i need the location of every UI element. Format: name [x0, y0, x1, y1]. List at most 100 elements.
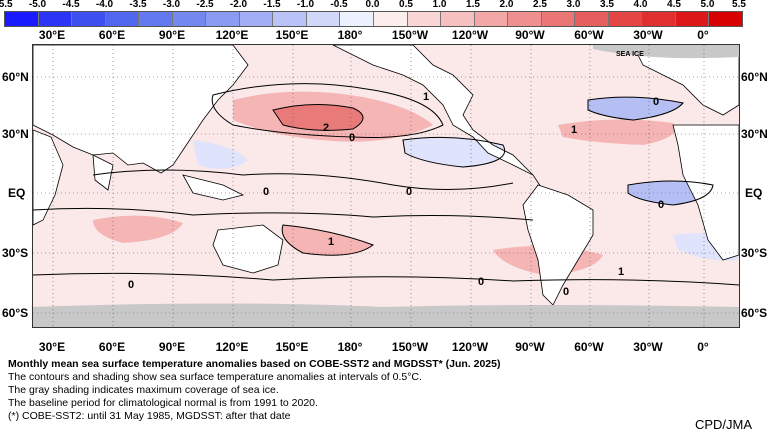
scale-tick: 2.0 — [499, 0, 514, 10]
contour-line — [627, 180, 714, 206]
contour-label: 0 — [406, 186, 412, 198]
warm-patch-north-atlantic — [558, 119, 675, 145]
longitude-axis-bottom: 30°E 60°E 90°E 120°E 150°E 180° 150°W 12… — [0, 340, 774, 356]
lon-label: 0° — [697, 340, 709, 354]
lon-label: 30°W — [633, 28, 663, 42]
color-scale-cell — [72, 12, 106, 26]
color-scale-cell — [206, 12, 240, 26]
contour-label: 1 — [618, 266, 624, 278]
longitude-axis-top: 30°E 60°E 90°E 120°E 150°E 180° 150°W 12… — [0, 28, 774, 44]
landmass-europe — [632, 45, 739, 116]
scale-tick: -2.5 — [196, 0, 214, 10]
landmasses — [33, 45, 739, 306]
lon-label: 90°W — [515, 340, 545, 354]
landmass-australia — [212, 224, 284, 274]
warm-patch-south-pacific — [282, 225, 373, 256]
color-scale-cell — [608, 12, 643, 26]
lon-label: 90°E — [158, 340, 186, 354]
landmass-south-america — [522, 184, 594, 306]
figure-caption: Monthly mean sea surface temperature ano… — [8, 358, 748, 423]
caption-line: The gray shading indicates maximum cover… — [8, 384, 279, 396]
lon-label: 180° — [337, 28, 363, 42]
lat-label: 60°N — [741, 70, 768, 84]
color-scale-cell — [709, 12, 743, 26]
sea-ice-label: SEA ICE — [616, 51, 644, 58]
scale-tick: -4.0 — [95, 0, 114, 10]
lat-label: 30°N — [741, 127, 768, 141]
lon-label: 60°E — [98, 28, 126, 42]
scale-tick: 3.0 — [566, 0, 581, 10]
lon-label: 60°W — [574, 28, 604, 42]
scale-tick: -0.5 — [330, 0, 348, 10]
scale-tick: -1.0 — [296, 0, 315, 10]
contour-line — [281, 224, 375, 256]
contour-label: 0 — [563, 286, 569, 298]
caption-line: The baseline period for climatological n… — [8, 397, 318, 409]
landmass-eurasia — [33, 45, 249, 174]
contour-label: 0 — [263, 186, 269, 198]
lon-label: 150°E — [275, 340, 309, 354]
contour-label: 0 — [349, 132, 355, 144]
sst-anomaly-map: 2 1 0 1 0 0 1 0 0 0 1 0 0 SEA ICE — [32, 44, 740, 328]
lat-label: 60°N — [2, 70, 29, 84]
lon-label: 30°W — [633, 340, 663, 354]
color-scale-cell — [38, 12, 73, 26]
credit-label: CPD/JMA — [694, 417, 752, 432]
color-scale-cell — [575, 12, 609, 26]
caption-title: Monthly mean sea surface temperature ano… — [8, 358, 501, 370]
scale-tick: -2.0 — [229, 0, 248, 10]
lon-label: 150°W — [391, 28, 429, 42]
color-scale-cell — [5, 12, 39, 26]
contour-label: 1 — [423, 91, 429, 103]
contour-line — [272, 103, 364, 131]
map-canvas: 2 1 0 1 0 0 1 0 0 0 1 0 0 SEA ICE — [33, 45, 739, 327]
contour-label: 0 — [128, 279, 134, 291]
sea-ice-north — [593, 45, 739, 59]
color-scale-cell — [306, 12, 341, 26]
contour-label: 1 — [571, 124, 577, 136]
color-scale-cell — [441, 12, 475, 26]
scale-tick: 5.0 — [700, 0, 715, 10]
lon-label: 90°W — [515, 28, 545, 42]
color-scale-cell — [474, 12, 509, 26]
cool-patch-east-pacific — [403, 137, 505, 167]
color-scale-cell — [407, 12, 442, 26]
landmass-africa-west — [672, 124, 739, 261]
color-scale-cell — [172, 12, 207, 26]
lat-label: 60°S — [741, 306, 768, 320]
scale-tick: 1.5 — [466, 0, 480, 10]
color-scale-cell — [642, 12, 676, 26]
lon-label: 150°W — [391, 340, 429, 354]
scale-tick: 2.5 — [533, 0, 547, 10]
color-scale-cell — [541, 12, 576, 26]
contour-label: 0 — [478, 276, 484, 288]
lon-label: 120°E — [215, 340, 249, 354]
color-scale-strip — [4, 11, 743, 27]
caption-line: (*) COBE-SST2: until 31 May 1985, MGDSST… — [8, 410, 291, 422]
contour-label: 0 — [658, 199, 664, 211]
lat-label: EQ — [745, 186, 763, 200]
lat-label: 30°S — [741, 246, 768, 260]
scale-tick: 1.0 — [432, 0, 447, 10]
lon-label: 30°E — [38, 28, 66, 42]
contour-label: 2 — [323, 122, 329, 134]
scale-tick: -3.5 — [129, 0, 147, 10]
contour-label: 0 — [653, 96, 659, 108]
lon-label: 0° — [697, 28, 709, 42]
lon-label: 90°E — [158, 28, 186, 42]
color-scale-cell — [139, 12, 173, 26]
lat-label: 30°N — [2, 127, 29, 141]
lat-label: EQ — [8, 186, 26, 200]
cool-patch-north-atlantic — [588, 97, 683, 120]
lon-label: 60°W — [574, 340, 604, 354]
color-scale-cell — [105, 12, 140, 26]
contour-line — [33, 207, 534, 221]
cool-patch-west-pacific — [193, 140, 248, 169]
lat-label: 60°S — [2, 306, 29, 320]
contour-lines — [33, 83, 739, 286]
color-scale-cell — [675, 12, 710, 26]
landmass-india — [92, 154, 114, 191]
color-scale-legend: -5.5 -5.0 -4.5 -4.0 -3.5 -3.0 -2.5 -2.0 … — [0, 0, 774, 28]
lon-label: 120°W — [451, 340, 489, 354]
scale-tick: 0.5 — [399, 0, 413, 10]
